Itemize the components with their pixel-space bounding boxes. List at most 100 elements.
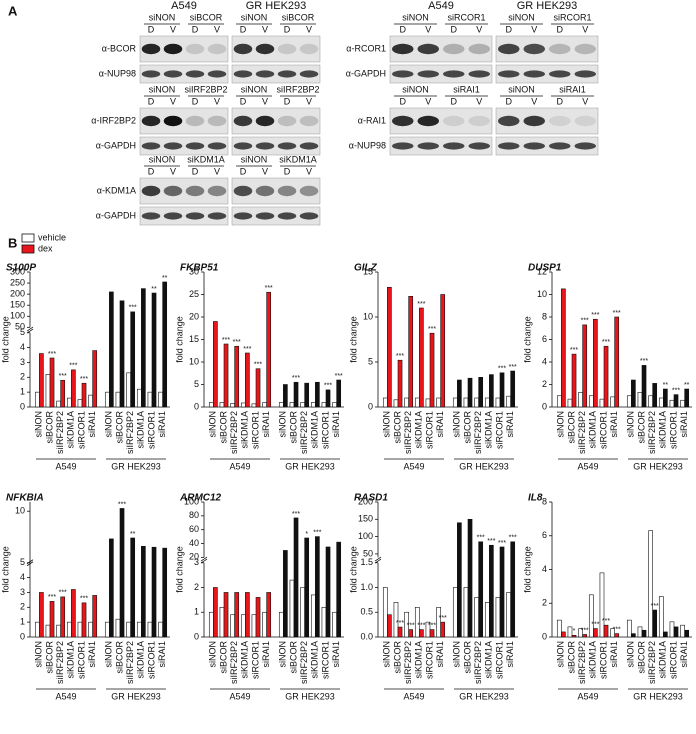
lane-label: V (214, 96, 220, 106)
bar (332, 402, 337, 408)
group-label: GR HEK293 (459, 461, 509, 471)
x-tick-label: siNON (34, 411, 44, 438)
significance: * (305, 531, 308, 538)
significance: *** (509, 535, 517, 542)
band (255, 142, 275, 150)
cell-line-header: GR HEK293 (246, 0, 307, 12)
bar (219, 606, 225, 638)
band (185, 142, 205, 150)
y-tick-label: 300 (10, 266, 25, 276)
antibody-label: α-GAPDH (96, 210, 136, 220)
x-tick-label: siNON (626, 411, 636, 438)
group-label: A549 (403, 691, 424, 701)
bar (599, 398, 605, 408)
x-tick-label: siNON (104, 411, 114, 438)
significance: *** (48, 594, 56, 601)
group-label: A549 (229, 461, 250, 471)
band (277, 185, 297, 197)
bar (561, 288, 566, 408)
significance: *** (118, 501, 126, 508)
bar (599, 572, 605, 638)
y-axis-label: fold change (522, 316, 532, 363)
bar (478, 541, 484, 638)
bar (593, 628, 598, 638)
bar (467, 518, 473, 638)
x-tick-label: siIRF2BP2 (473, 641, 483, 684)
x-tick-label: siRCOR1 (424, 411, 434, 449)
x-tick-label: siKDM1A (484, 641, 494, 679)
bar (141, 288, 146, 408)
bar (289, 579, 295, 638)
bar (39, 592, 44, 638)
bar (293, 381, 299, 408)
bar (684, 629, 690, 638)
bar (208, 611, 214, 638)
bar (387, 286, 392, 408)
group-label: GR HEK293 (111, 691, 161, 701)
band (417, 142, 439, 150)
significance: *** (640, 358, 648, 365)
sirna-label: siKDM1A (279, 154, 317, 164)
x-tick-label: siIRF2BP2 (403, 411, 413, 454)
sirna-label: siRCOR1 (447, 12, 485, 22)
x-tick-label: siNON (452, 641, 462, 668)
significance: *** (613, 310, 621, 317)
y-tick-label: 12 (537, 266, 547, 276)
y-axis-label: fold change (348, 316, 358, 363)
bar (663, 388, 668, 408)
lane-label: V (425, 24, 431, 34)
bar (315, 381, 320, 408)
bar (626, 619, 632, 638)
bar (39, 353, 44, 408)
sirna-label: siKDM1A (187, 154, 225, 164)
bar (60, 596, 66, 638)
y-tick-label: 4 (542, 356, 547, 366)
significance: *** (613, 626, 621, 633)
band (417, 43, 439, 55)
band (468, 43, 490, 55)
bar (452, 587, 458, 638)
x-tick-label: siNON (452, 411, 462, 438)
bar (336, 379, 342, 408)
band (277, 115, 297, 127)
bar (652, 609, 658, 638)
x-tick-label: siKDM1A (240, 641, 250, 679)
x-tick-label: siKDM1A (414, 641, 424, 679)
chart-title: S100P (6, 263, 36, 274)
band (141, 212, 161, 220)
band (574, 43, 596, 55)
band (468, 70, 490, 78)
band (299, 185, 319, 197)
x-tick-label: siIRF2BP2 (55, 411, 65, 454)
legend-label: vehicle (38, 232, 66, 242)
bar (440, 621, 446, 638)
bar (136, 621, 142, 638)
cell-line-header: A549 (428, 0, 454, 12)
lane-label: D (192, 96, 199, 106)
bar (240, 614, 246, 638)
significance: * (573, 628, 576, 635)
band (299, 70, 319, 78)
lane-label: D (148, 166, 155, 176)
group-label: A549 (229, 691, 250, 701)
axis-break (26, 561, 34, 567)
bar (429, 332, 435, 408)
bar (115, 391, 121, 408)
bar (104, 621, 110, 638)
bar (283, 550, 288, 638)
lane-label: D (557, 24, 564, 34)
x-tick-label: siIRF2BP2 (577, 411, 587, 454)
x-tick-label: siIRF2BP2 (125, 641, 135, 684)
lane-label: V (262, 96, 268, 106)
x-tick-label: siBCOR (636, 641, 646, 674)
group-label: GR HEK293 (285, 461, 335, 471)
lane-label: V (582, 96, 588, 106)
lane-label: D (284, 24, 291, 34)
blot (139, 136, 229, 156)
x-tick-label: siRCOR1 (146, 411, 156, 449)
bar (571, 635, 577, 638)
bar (510, 370, 516, 408)
bar (567, 398, 573, 408)
bar (266, 291, 272, 408)
bar (255, 368, 261, 408)
